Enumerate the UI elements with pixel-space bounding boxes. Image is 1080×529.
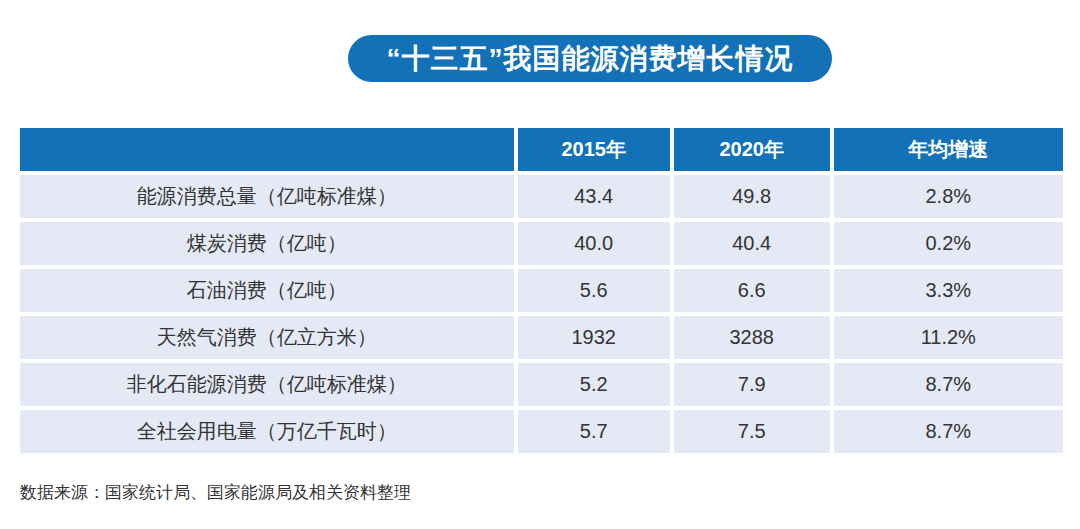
row-label: 石油消费（亿吨） xyxy=(20,269,518,316)
page-title: “十三五”我国能源消费增长情况 xyxy=(348,35,832,82)
cell-growth: 0.2% xyxy=(834,222,1063,269)
cell-2015: 40.0 xyxy=(518,222,674,269)
cell-growth: 8.7% xyxy=(834,363,1063,410)
cell-growth: 11.2% xyxy=(834,316,1063,363)
row-label: 天然气消费（亿立方米） xyxy=(20,316,518,363)
cell-2020: 6.6 xyxy=(674,269,834,316)
header-cell-2015: 2015年 xyxy=(518,128,674,175)
cell-2015: 43.4 xyxy=(518,175,674,222)
cell-2020: 40.4 xyxy=(674,222,834,269)
table-row: 煤炭消费（亿吨） 40.0 40.4 0.2% xyxy=(20,222,1063,269)
energy-table: 2015年 2020年 年均增速 能源消费总量（亿吨标准煤） 43.4 49.8… xyxy=(20,128,1063,453)
row-label: 全社会用电量（万亿千瓦时） xyxy=(20,410,518,453)
table-row: 石油消费（亿吨） 5.6 6.6 3.3% xyxy=(20,269,1063,316)
cell-2015: 5.6 xyxy=(518,269,674,316)
table-row: 能源消费总量（亿吨标准煤） 43.4 49.8 2.8% xyxy=(20,175,1063,222)
row-label: 能源消费总量（亿吨标准煤） xyxy=(20,175,518,222)
data-source-note: 数据来源：国家统计局、国家能源局及相关资料整理 xyxy=(20,481,411,504)
cell-2020: 49.8 xyxy=(674,175,834,222)
energy-table-container: 2015年 2020年 年均增速 能源消费总量（亿吨标准煤） 43.4 49.8… xyxy=(20,128,1063,453)
header-cell-growth: 年均增速 xyxy=(834,128,1063,175)
table-row: 全社会用电量（万亿千瓦时） 5.7 7.5 8.7% xyxy=(20,410,1063,453)
table-row: 非化石能源消费（亿吨标准煤） 5.2 7.9 8.7% xyxy=(20,363,1063,410)
cell-2015: 5.7 xyxy=(518,410,674,453)
cell-2015: 5.2 xyxy=(518,363,674,410)
cell-2020: 7.9 xyxy=(674,363,834,410)
row-label: 煤炭消费（亿吨） xyxy=(20,222,518,269)
cell-growth: 3.3% xyxy=(834,269,1063,316)
header-cell-2020: 2020年 xyxy=(674,128,834,175)
cell-2015: 1932 xyxy=(518,316,674,363)
table-header-row: 2015年 2020年 年均增速 xyxy=(20,128,1063,175)
cell-growth: 8.7% xyxy=(834,410,1063,453)
page: “十三五”我国能源消费增长情况 2015年 2020年 年均增速 能源消费总量（… xyxy=(0,0,1080,529)
header-cell-blank xyxy=(20,128,518,175)
cell-2020: 7.5 xyxy=(674,410,834,453)
cell-growth: 2.8% xyxy=(834,175,1063,222)
table-row: 天然气消费（亿立方米） 1932 3288 11.2% xyxy=(20,316,1063,363)
cell-2020: 3288 xyxy=(674,316,834,363)
row-label: 非化石能源消费（亿吨标准煤） xyxy=(20,363,518,410)
